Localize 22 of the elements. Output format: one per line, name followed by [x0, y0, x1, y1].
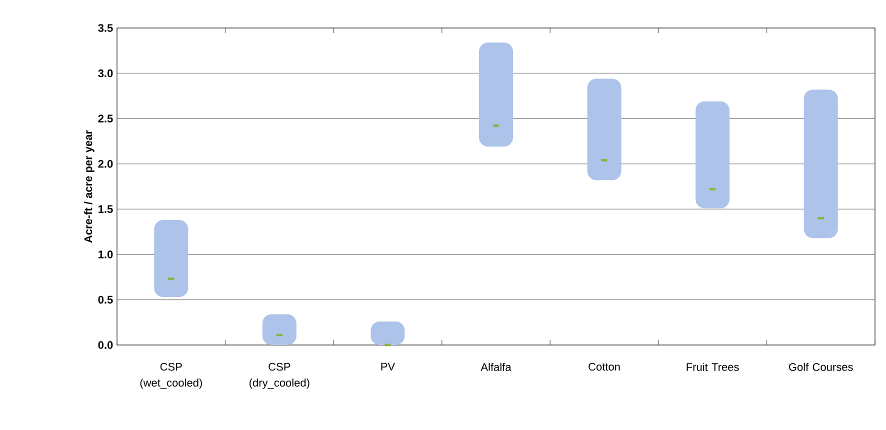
y-tick-label: 1.5	[98, 205, 113, 213]
x-tick-label: CSP (wet_cooled)	[140, 362, 202, 389]
bar	[479, 42, 514, 147]
x-tick-label: CSP (dry_cooled)	[250, 362, 310, 389]
y-tick-label: 0.0	[98, 341, 113, 349]
x-tick-label: Fruit Trees	[686, 362, 739, 371]
bar	[804, 90, 838, 238]
y-tick-label: 2.0	[98, 160, 113, 168]
y-tick-label: 0.5	[98, 296, 113, 304]
y-tick-label: 3.5	[98, 24, 113, 32]
bar	[154, 220, 188, 297]
x-tick-label: Golf Courses	[789, 362, 853, 371]
bar	[696, 101, 730, 208]
y-tick-label: 1.0	[98, 250, 113, 258]
y-tick-label: 3.0	[98, 69, 113, 78]
y-axis-title: Acre-ft / acre per year	[84, 130, 94, 243]
y-tick-label: 2.5	[98, 114, 113, 122]
x-tick-label: Cotton	[588, 362, 620, 371]
x-tick-label: Alfalfa	[480, 362, 512, 371]
x-tick-label: PV	[381, 362, 395, 370]
bar	[587, 78, 622, 180]
bar	[262, 314, 296, 345]
